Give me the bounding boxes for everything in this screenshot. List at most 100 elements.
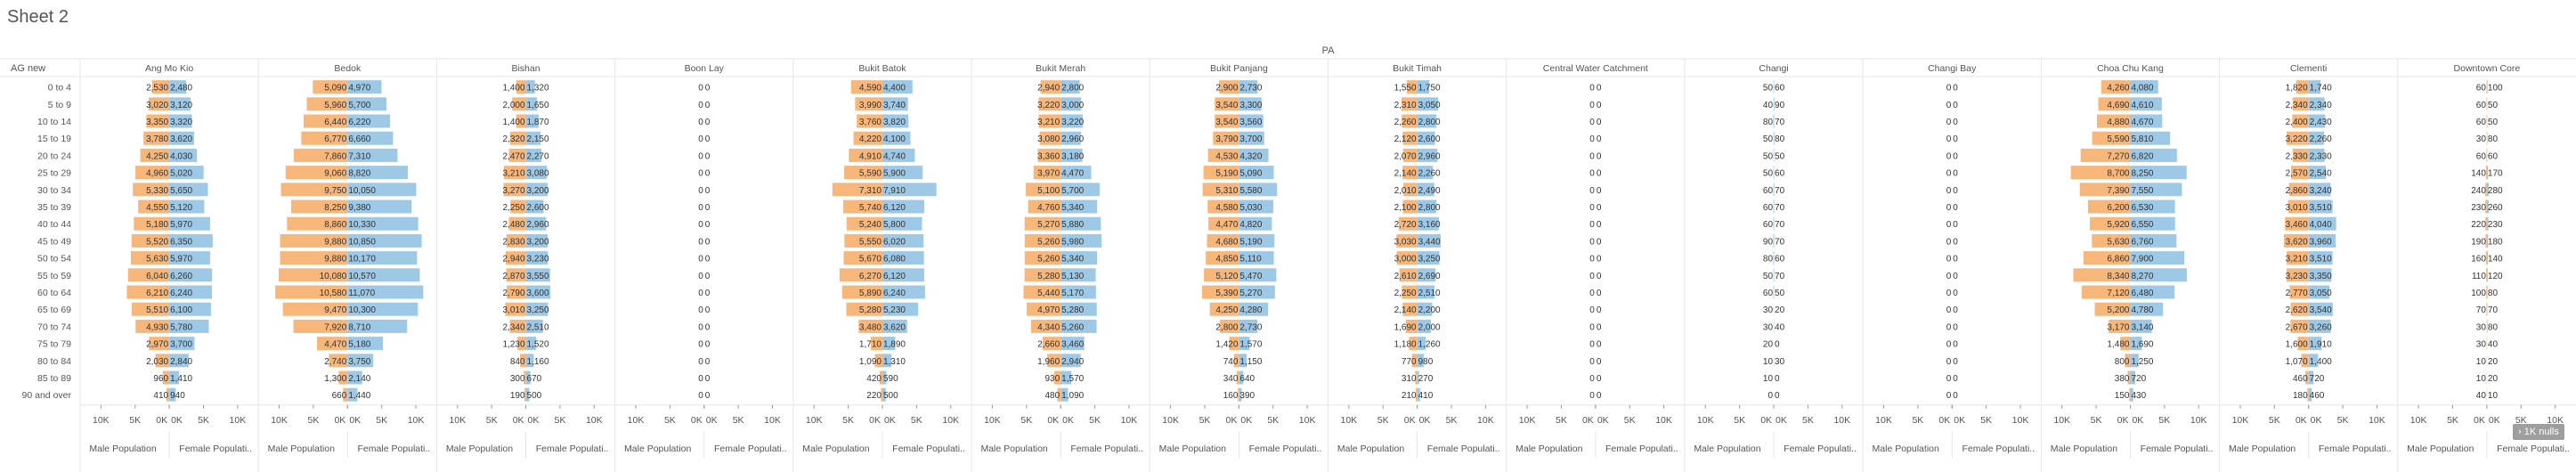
male-value-label: 0 xyxy=(1589,151,1595,161)
female-value-label: 3,460 xyxy=(1061,340,1084,350)
male-bar xyxy=(1215,97,1239,111)
axis-tick-label: 0K xyxy=(1938,415,1950,426)
male-value-label: 0 xyxy=(1589,374,1595,384)
male-bar xyxy=(306,97,348,111)
male-value-label: 0 xyxy=(1589,118,1595,127)
female-value-label: 30 xyxy=(1775,357,1785,367)
male-value-label: 3,990 xyxy=(859,101,882,110)
female-value-label: 80 xyxy=(1775,134,1785,144)
female-value-label: 2,800 xyxy=(1061,84,1084,94)
female-value-label: 3,160 xyxy=(1418,220,1441,230)
axis-tick-label: 5K xyxy=(1446,415,1458,426)
female-value-label: 0 xyxy=(1953,186,1958,196)
male-value-label: 6,770 xyxy=(324,134,346,144)
axis-tick-label: 10K xyxy=(1875,415,1892,426)
female-bar xyxy=(347,97,387,111)
male-value-label: 240 xyxy=(2471,186,2486,196)
female-value-label: 0 xyxy=(1953,322,1958,332)
male-value-label: 7,270 xyxy=(2107,151,2129,161)
axis-tick-label: 10K xyxy=(93,415,110,426)
female-value-label: 60 xyxy=(1775,84,1785,94)
male-value-label: 0 xyxy=(698,305,703,315)
male-bar xyxy=(126,285,170,299)
female-bar xyxy=(347,148,398,162)
male-value-label: 0 xyxy=(698,134,703,144)
female-value-label: 5,020 xyxy=(170,169,192,179)
female-value-label: 5,470 xyxy=(1239,272,1262,281)
male-value-label: 2,310 xyxy=(1394,101,1417,110)
male-value-label: 4,260 xyxy=(2107,84,2129,94)
female-value-label: 0 xyxy=(1953,118,1958,127)
male-bar xyxy=(1215,114,1239,128)
male-value-label: 2,250 xyxy=(503,203,525,213)
female-value-label: 5,880 xyxy=(1061,220,1084,230)
female-value-label: 2,510 xyxy=(527,322,549,332)
female-bar xyxy=(1417,148,1438,162)
axis-tick-label: 0K xyxy=(1047,415,1059,426)
female-value-label: 0 xyxy=(705,374,711,384)
male-bar xyxy=(134,216,170,231)
male-value-label: 4,550 xyxy=(146,203,168,213)
axis-tick-label: 0K xyxy=(1404,415,1416,426)
male-value-label: 0 xyxy=(1946,374,1952,384)
male-bar xyxy=(148,97,170,111)
female-value-label: 0 xyxy=(1953,237,1958,247)
male-value-label: 4,340 xyxy=(1037,322,1060,332)
male-value-label: 3,020 xyxy=(146,101,168,110)
male-value-label: 10 xyxy=(1763,374,1774,384)
male-bar xyxy=(2090,216,2131,231)
female-bar xyxy=(525,216,547,231)
male-value-label: 1,400 xyxy=(503,118,525,127)
male-value-label: 3,220 xyxy=(1037,101,1060,110)
female-bar xyxy=(1417,199,1437,214)
male-value-label: 0 xyxy=(1589,255,1595,264)
male-measure-label: Male Population xyxy=(1694,444,1760,454)
female-value-label: 90 xyxy=(1775,101,1785,110)
male-bar xyxy=(285,166,348,180)
female-bar xyxy=(525,354,534,368)
female-value-label: 5,800 xyxy=(883,220,906,230)
female-value-label: 2,960 xyxy=(1061,134,1084,144)
female-bar xyxy=(2130,319,2152,333)
male-value-label: 50 xyxy=(1763,84,1774,94)
female-value-label: 2,260 xyxy=(1418,169,1441,179)
male-bar xyxy=(846,302,882,316)
female-bar xyxy=(1239,268,1277,282)
axis-tick-label: 10K xyxy=(1162,415,1179,426)
male-value-label: 2,940 xyxy=(1037,84,1060,94)
female-value-label: 0 xyxy=(1953,134,1958,144)
male-value-label: 0 xyxy=(1589,84,1595,94)
female-value-label: 3,550 xyxy=(527,272,549,281)
male-bar xyxy=(135,319,170,333)
female-value-label: 5,030 xyxy=(1239,203,1262,213)
male-value-label: 3,540 xyxy=(1215,101,1238,110)
female-value-label: 0 xyxy=(1953,272,1958,281)
age-group-label: 25 to 29 xyxy=(37,168,71,179)
male-value-label: 0 xyxy=(1946,305,1952,315)
male-bar xyxy=(2073,268,2131,282)
male-bar xyxy=(2286,268,2309,282)
male-value-label: 10,580 xyxy=(320,289,347,298)
female-value-label: 60 xyxy=(2488,151,2499,161)
female-value-label: 2,940 xyxy=(1061,357,1084,367)
male-value-label: 5,120 xyxy=(1215,272,1238,281)
female-bar xyxy=(347,114,391,128)
female-bar xyxy=(2486,268,2488,282)
female-measure-label: Female Populati.. xyxy=(2497,444,2570,454)
female-bar xyxy=(525,285,551,299)
male-value-label: 2,970 xyxy=(146,340,168,350)
male-bar xyxy=(162,370,170,385)
male-value-label: 5,330 xyxy=(146,186,168,196)
female-value-label: 0 xyxy=(1953,374,1958,384)
female-value-label: 500 xyxy=(527,391,542,401)
female-measure-label: Female Populati.. xyxy=(714,444,787,454)
male-value-label: 840 xyxy=(510,357,525,367)
male-bar xyxy=(1402,114,1418,128)
male-value-label: 1,090 xyxy=(859,357,882,367)
male-value-label: 0 xyxy=(1946,255,1952,264)
row-header-label: AG new xyxy=(11,63,45,74)
male-value-label: 0 xyxy=(698,203,703,213)
age-group-label: 15 to 19 xyxy=(37,134,71,144)
nulls-indicator-badge[interactable]: › 1K nulls xyxy=(2513,424,2564,440)
male-bar xyxy=(1024,233,1061,248)
